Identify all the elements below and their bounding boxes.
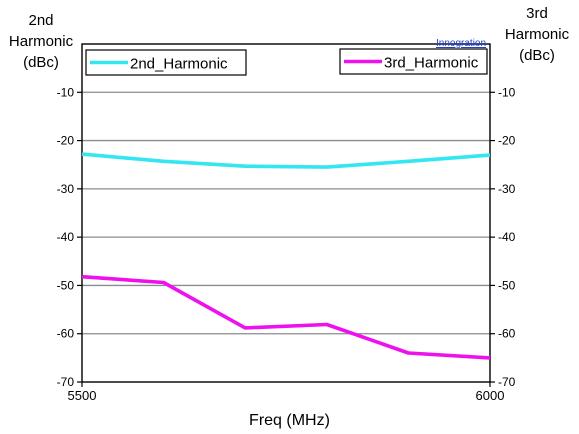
y-tick-label-right: -10 xyxy=(498,85,516,99)
x-axis-title: Freq (MHz) xyxy=(249,412,330,429)
y-tick-label-right: -20 xyxy=(498,134,516,148)
series-lines xyxy=(81,152,491,360)
legend-label: 3rd_Harmonic xyxy=(384,55,479,72)
y-tick-label-right: -40 xyxy=(498,230,516,244)
brand-watermark-link[interactable]: Innogration xyxy=(436,38,487,49)
y-tick-label-left: -40 xyxy=(57,230,75,244)
legend-label: 2nd_Harmonic xyxy=(130,56,228,73)
y-axis-right-title: 3rd Harmonic (dBc) xyxy=(495,3,579,66)
y-axis-left-title-line: (dBc) xyxy=(23,54,59,71)
series-line-2nd-harmonic xyxy=(81,152,491,169)
x-tick-label: 6000 xyxy=(476,388,505,403)
y-tick-label-left: -50 xyxy=(57,278,75,292)
y-axis-right-title-line: 3rd xyxy=(526,5,548,22)
y-tick-label-right: -60 xyxy=(498,327,516,341)
y-axis-right-title-line: (dBc) xyxy=(519,47,555,64)
y-tick-label-left: -60 xyxy=(57,327,75,341)
grid-lines xyxy=(82,91,490,335)
y-axis-left-title-line: 2nd xyxy=(28,12,54,29)
axis-ticks: -70 -70 -60 -60 -50 -50 -40 -40 -30 -30 -20 -20 -10 -… xyxy=(57,85,516,403)
y-tick-label-left: -70 xyxy=(57,375,75,389)
y-axis-right-title-line: Harmonic xyxy=(504,26,570,43)
x-tick-label: 5500 xyxy=(68,388,97,403)
y-tick-label-left: -10 xyxy=(57,85,75,99)
y-axis-left-title: 2nd Harmonic (dBc) xyxy=(0,10,82,73)
y-tick-label-left: -20 xyxy=(57,134,75,148)
y-tick-label-right: -30 xyxy=(498,182,516,196)
series-line-3rd-harmonic xyxy=(81,274,491,360)
y-tick-label-left: -30 xyxy=(57,182,75,196)
y-axis-left-title-line: Harmonic xyxy=(8,33,74,50)
y-tick-label-right: -50 xyxy=(498,278,516,292)
legend: 2nd_Harmonic 3rd_Harmonic xyxy=(85,48,488,76)
plot-frame xyxy=(81,43,491,383)
y-tick-label-right: -70 xyxy=(498,375,516,389)
